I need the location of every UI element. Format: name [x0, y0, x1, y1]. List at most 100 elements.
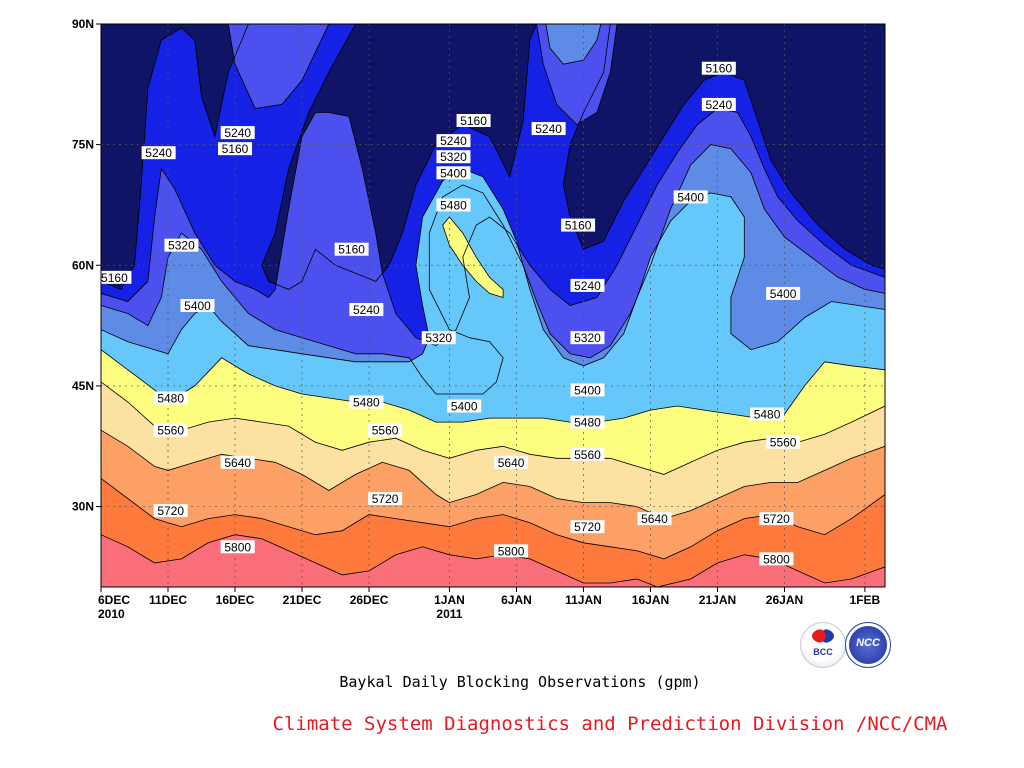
contour-label: 5400 — [440, 166, 467, 180]
x-tick-sublabel: 2010 — [98, 607, 125, 621]
contour-label-box — [701, 61, 736, 75]
contour-label-box — [570, 331, 605, 345]
contour-label: 5160 — [101, 271, 128, 285]
contour-label: 5320 — [168, 239, 195, 253]
contour-label: 5480 — [754, 408, 781, 422]
contour-label: 5800 — [498, 544, 525, 558]
contour-label: 5320 — [574, 331, 601, 345]
contour-label: 5480 — [440, 198, 467, 212]
patch-5240-arctic-a — [228, 24, 329, 109]
contour-label-box — [153, 391, 188, 405]
contour-lines — [101, 24, 885, 587]
contour-label: 5160 — [705, 62, 732, 76]
contour-label-box — [436, 134, 471, 148]
contour-label-box — [349, 303, 384, 317]
contour-line-5800 — [101, 534, 885, 587]
contour-label-box — [759, 512, 794, 526]
y-tick-label: 45N — [72, 379, 94, 393]
contour-label: 5240 — [224, 126, 251, 140]
contour-label: 5560 — [770, 436, 797, 450]
x-tick-label: 6JAN — [501, 593, 532, 607]
contour-line-5320 — [101, 144, 885, 395]
patch-5480-tongue-line — [442, 216, 504, 299]
y-tick-label: 90N — [72, 17, 94, 31]
contour-label: 5720 — [372, 492, 399, 506]
contour-label-box — [368, 492, 403, 506]
contour-label-box — [164, 238, 199, 252]
contour-label-box — [349, 395, 384, 409]
contour-label: 5320 — [425, 331, 452, 345]
contour-label-box — [701, 97, 736, 111]
contour-label-box — [436, 150, 471, 164]
contour-label-box — [766, 435, 801, 449]
contour-label-box — [421, 331, 456, 345]
contour-line-5160 — [101, 24, 885, 290]
contour-label-box — [97, 270, 132, 284]
contour-line-5640 — [101, 429, 885, 520]
contour-label: 5480 — [574, 416, 601, 430]
contour-label: 5480 — [157, 391, 184, 405]
contour-label-box — [220, 540, 255, 554]
contour-label: 5560 — [574, 448, 601, 462]
y-tick-label: 75N — [72, 138, 94, 152]
contour-line-5560 — [101, 381, 885, 475]
contour-label: 5240 — [574, 279, 601, 293]
contour-label-box — [570, 383, 605, 397]
x-tick-label: 16DEC — [216, 593, 255, 607]
bcc-logo-text: BCC — [813, 647, 833, 657]
x-tick-label: 1JAN — [434, 593, 465, 607]
contour-label: 5240 — [145, 146, 172, 160]
patch-5240-arctic-b-line — [536, 24, 618, 126]
x-tick-label: 21DEC — [283, 593, 322, 607]
contour-label-box — [637, 512, 672, 526]
contour-fills — [101, 24, 885, 587]
contour-line-5400 — [101, 168, 885, 367]
band-above-5800 — [101, 534, 885, 587]
contour-label-box — [531, 122, 566, 136]
contour-label-box — [673, 190, 708, 204]
y-tick-label: 30N — [72, 500, 94, 514]
contour-line-5720 — [101, 478, 885, 560]
contour-label: 5560 — [157, 424, 184, 438]
ncc-logo: NCC — [845, 622, 891, 668]
contour-label: 5400 — [451, 400, 478, 414]
contour-label-box — [494, 544, 529, 558]
patch-5480-tongue — [442, 217, 504, 298]
contour-label-box — [220, 126, 255, 140]
bcc-swirl-icon — [812, 629, 834, 643]
x-tick-label: 1FEB — [850, 593, 881, 607]
chart-title: Baykal Daily Blocking Observations (gpm) — [339, 673, 701, 691]
contour-label: 5800 — [224, 540, 251, 554]
contour-label: 5160 — [222, 142, 249, 156]
contour-label: 5640 — [224, 456, 251, 470]
x-tick-label: 11JAN — [565, 593, 602, 607]
x-tick-label: 16JAN — [632, 593, 669, 607]
x-tick-label: 11DEC — [149, 593, 187, 607]
contour-label: 5640 — [498, 456, 525, 470]
contour-label-box — [561, 218, 596, 232]
contour-label-box — [436, 198, 471, 212]
contour-label-box — [494, 455, 529, 469]
contour-label-box — [570, 520, 605, 534]
x-tick-label: 21JAN — [699, 593, 736, 607]
bcc-logo: BCC — [800, 622, 846, 668]
contour-label: 5400 — [184, 299, 211, 313]
contour-label: 5640 — [641, 512, 668, 526]
contour-label: 5160 — [565, 219, 592, 233]
contour-label: 5160 — [460, 114, 487, 128]
contour-label-box — [218, 142, 253, 156]
contour-label-box — [436, 166, 471, 180]
contour-label: 5240 — [705, 98, 732, 112]
contour-label: 5720 — [763, 512, 790, 526]
contour-label: 5720 — [574, 520, 601, 534]
contour-label-box — [456, 114, 491, 128]
contour-label-box — [368, 423, 403, 437]
contour-label-box — [141, 146, 176, 160]
chart-credit: Climate System Diagnostics and Predictio… — [272, 713, 948, 735]
contour-label: 5800 — [763, 552, 790, 566]
contour-label-box — [570, 278, 605, 292]
contour-label: 5720 — [157, 504, 184, 518]
contour-label: 5320 — [440, 150, 467, 164]
